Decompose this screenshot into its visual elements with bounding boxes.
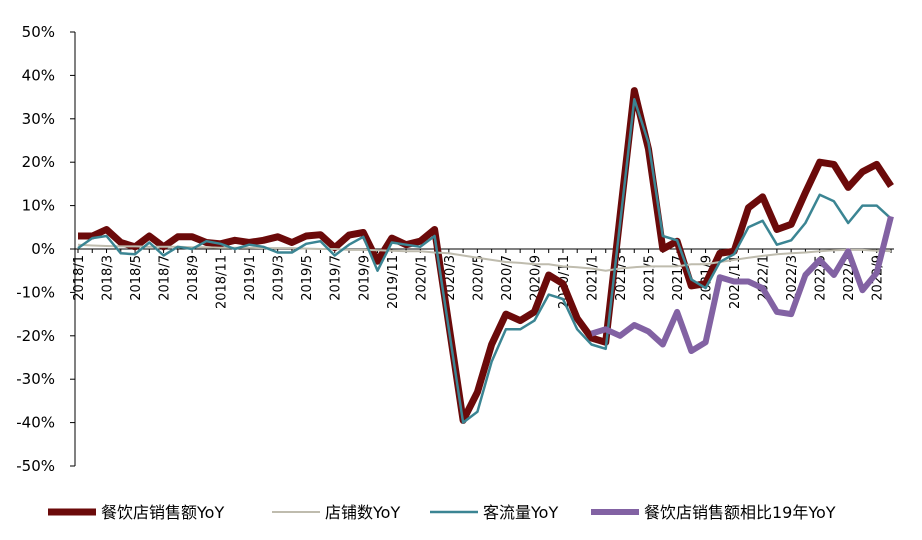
x-tick-label: 2022/9 <box>871 255 886 301</box>
x-tick-label: 2018/5 <box>129 255 144 301</box>
x-tick-label: 2021/5 <box>643 255 658 301</box>
y-tick-label: 50% <box>22 23 55 41</box>
x-tick-label: 2022/3 <box>785 255 800 301</box>
y-tick-label: -30% <box>16 370 55 388</box>
y-tick-label: 0% <box>31 240 55 258</box>
y-tick-label: 20% <box>22 153 55 171</box>
legend-label-3: 客流量YoY <box>483 503 558 522</box>
x-tick-label: 2020/7 <box>500 255 515 301</box>
x-tick-label: 2020/1 <box>414 255 429 301</box>
x-tick-label: 2018/1 <box>72 255 87 301</box>
x-tick-label: 2019/1 <box>243 255 258 301</box>
series-line-2 <box>77 243 892 272</box>
x-tick-label: 2018/7 <box>158 255 173 301</box>
x-tick-label: 2020/5 <box>471 255 486 301</box>
y-axis: 50% 40% 30% 20% 10% 0% -10% -20% -30% -40% -50% <box>16 23 76 475</box>
y-tick-label: -20% <box>16 327 55 345</box>
legend-label-4: 餐饮店销售额相比19年YoY <box>644 503 836 522</box>
x-tick-label: 2019/7 <box>329 255 344 301</box>
legend-label-1: 餐饮店销售额YoY <box>101 503 224 522</box>
x-tick-label: 2021/1 <box>585 255 600 301</box>
y-tick-label: -50% <box>16 457 55 475</box>
x-tick-label: 2018/11 <box>215 255 230 309</box>
y-tick-label: -40% <box>16 414 55 432</box>
series-line-3 <box>77 98 892 424</box>
x-tick-label: 2019/3 <box>272 255 287 301</box>
x-tick-label: 2018/3 <box>101 255 116 301</box>
y-tick-label: -10% <box>16 283 55 301</box>
x-tick-label: 2019/5 <box>300 255 315 301</box>
y-tick-label: 30% <box>22 110 55 128</box>
plot-lines <box>77 87 894 424</box>
series-line-4 <box>590 215 894 354</box>
x-tick-label: 2019/11 <box>386 255 401 309</box>
y-tick-label: 10% <box>22 197 55 215</box>
y-tick-label: 40% <box>22 66 55 84</box>
legend: 餐饮店销售额YoY 店铺数YoY 客流量YoY 餐饮店销售额相比19年YoY <box>48 503 836 522</box>
x-tick-label: 2018/9 <box>186 255 201 301</box>
legend-label-2: 店铺数YoY <box>325 503 400 522</box>
x-tick-label: 2019/9 <box>357 255 372 301</box>
